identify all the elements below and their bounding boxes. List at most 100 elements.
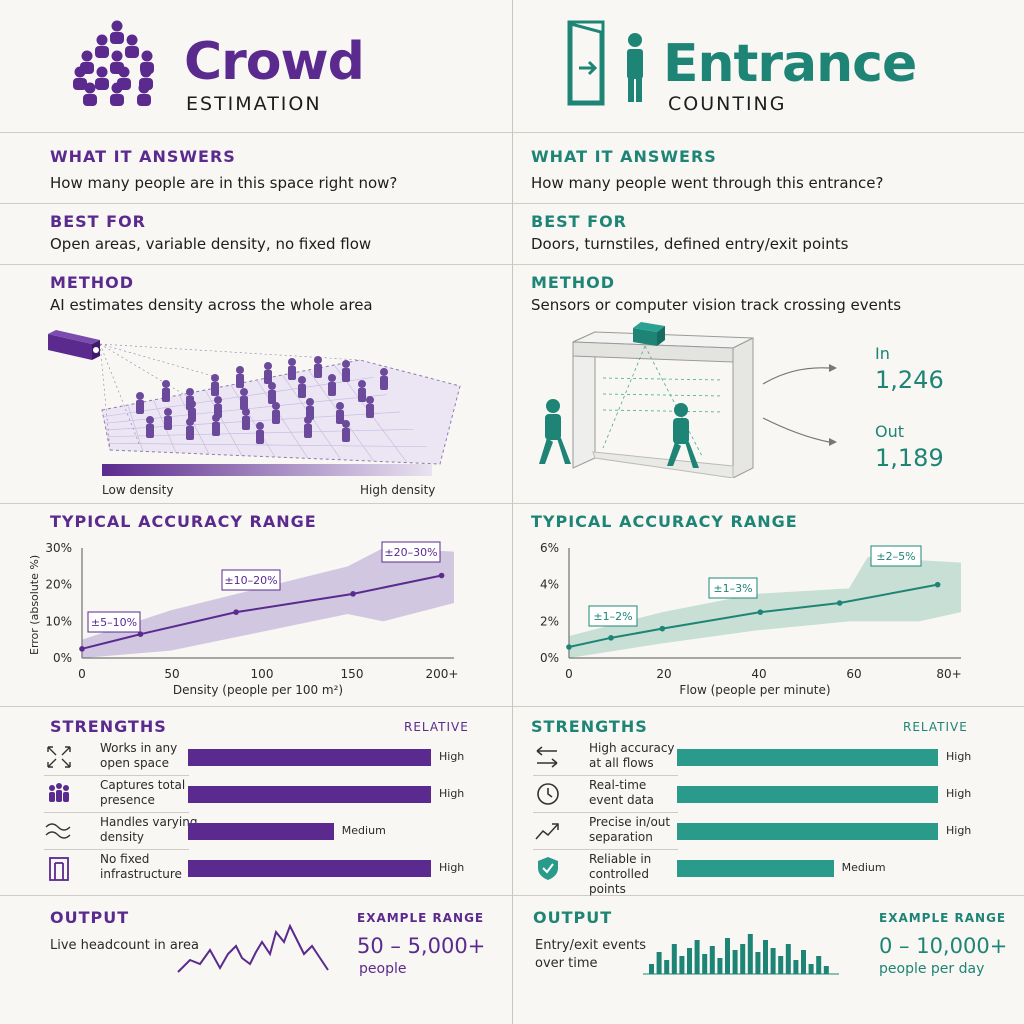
histogram-bar — [671, 944, 677, 974]
crowd-estimation-column: Crowd ESTIMATION WHAT IT ANSWERS How man… — [0, 20, 512, 977]
strength-bar — [188, 786, 431, 803]
x-tick-label: 50 — [164, 667, 179, 681]
strength-row: High accuracy at all flows High — [533, 739, 973, 776]
crowd-subtitle: ESTIMATION — [186, 93, 322, 115]
output-label: OUTPUT — [533, 908, 613, 927]
strength-row: Real-time event data High — [533, 776, 973, 813]
people-group-icon — [44, 780, 92, 808]
strength-label-line1: Handles varying — [100, 815, 198, 829]
y-tick-label: 30% — [45, 541, 72, 555]
entry-events-histogram — [643, 934, 839, 975]
accuracy-annotation: ±2–5% — [876, 550, 915, 563]
strength-bar — [677, 823, 938, 840]
example-range-value: 0 – 10,000+ — [879, 934, 1008, 958]
data-point — [79, 646, 85, 652]
y-tick-label: 2% — [540, 614, 559, 628]
method-text: AI estimates density across the whole ar… — [50, 296, 373, 314]
strength-label: Captures total presence — [100, 778, 200, 808]
strength-bar — [188, 860, 431, 877]
accuracy-annotation: ±5–10% — [91, 616, 137, 629]
method-label: METHOD — [531, 273, 616, 292]
data-point — [438, 572, 445, 579]
accuracy-annotation-box — [870, 545, 922, 567]
strength-bar — [677, 749, 938, 766]
strength-row: Precise in/out separation High — [533, 813, 973, 850]
strength-label: Reliable in controlled points — [589, 852, 689, 897]
strength-level: High — [946, 824, 972, 837]
data-point — [350, 591, 356, 597]
histogram-bar — [649, 964, 654, 974]
crowd-title: Crowd — [184, 32, 365, 92]
method-text: Sensors or computer vision track crossin… — [531, 296, 902, 314]
histogram-bar — [755, 952, 761, 974]
strength-label-line2: infrastructure — [100, 867, 182, 881]
accuracy-annotation-box — [708, 577, 758, 599]
output-text: Live headcount in area — [50, 938, 199, 953]
strength-label: Precise in/out separation — [589, 815, 689, 845]
strength-label-line2: event data — [589, 793, 655, 807]
histogram-bar — [770, 948, 776, 974]
histogram-bar — [785, 944, 791, 974]
histogram-bar — [664, 960, 670, 974]
x-tick-label: 60 — [846, 667, 861, 681]
example-range-unit: people — [359, 961, 407, 977]
y-tick-label: 4% — [540, 578, 559, 592]
y-tick-label: 6% — [540, 541, 559, 555]
strengths-label: STRENGTHS — [50, 717, 167, 736]
what-it-answers-label: WHAT IT ANSWERS — [50, 147, 236, 166]
out-label: Out — [875, 422, 905, 441]
data-point — [934, 581, 941, 588]
example-range-value: 50 – 5,000+ — [357, 934, 486, 958]
what-it-answers-text: How many people are in this space right … — [50, 174, 398, 192]
best-for-label: BEST FOR — [50, 212, 146, 231]
histogram-bar — [709, 946, 715, 974]
histogram-bar — [801, 950, 806, 974]
histogram-bar — [778, 956, 784, 974]
entrance-accuracy-chart: 0% 2% 4% 6% 0 20 40 60 80+ Flow (people per minut… — [540, 541, 962, 697]
best-for-label: BEST FOR — [531, 212, 627, 231]
sensor-gate-illustration — [539, 322, 837, 478]
in-value: 1,246 — [875, 366, 944, 394]
strength-row: Handles varying density Medium — [44, 813, 484, 850]
strength-row: Reliable in controlled points Medium — [533, 850, 973, 896]
x-tick-label: 150 — [341, 667, 364, 681]
example-range-label: EXAMPLE RANGE — [879, 911, 1007, 925]
data-point — [566, 644, 572, 650]
strength-bar — [677, 860, 834, 877]
strength-label: Works in any open space — [100, 741, 200, 771]
x-axis-label: Flow (people per minute) — [679, 683, 830, 697]
strength-bar — [677, 786, 938, 803]
histogram-bar — [808, 964, 814, 974]
strength-level: High — [439, 861, 465, 874]
strength-label-line2: open space — [100, 756, 169, 770]
histogram-bar — [747, 934, 753, 974]
x-tick-label: 40 — [751, 667, 766, 681]
strength-label-line1: Works in any — [100, 741, 178, 755]
door-frame-icon — [44, 854, 92, 882]
x-tick-label: 0 — [565, 667, 573, 681]
y-tick-label: 0% — [53, 651, 72, 665]
expand-arrows-icon — [44, 743, 92, 771]
strength-bar — [188, 823, 334, 840]
histogram-bar — [725, 938, 730, 974]
accuracy-label: TYPICAL ACCURACY RANGE — [50, 512, 317, 531]
histogram-bar — [740, 944, 746, 974]
strength-label: No fixed infrastructure — [100, 852, 200, 882]
y-axis-label: Error (absolute %) — [28, 555, 41, 655]
strength-label-line2: separation — [589, 830, 653, 844]
camera-icon — [48, 330, 100, 360]
entrance-title: Entrance — [663, 34, 917, 94]
accuracy-annotation: ±20–30% — [384, 546, 437, 559]
x-tick-label: 80+ — [936, 667, 961, 681]
density-illustration — [48, 330, 461, 465]
x-tick-label: 100 — [251, 667, 274, 681]
density-gradient-bar — [102, 464, 432, 476]
what-it-answers-text: How many people went through this entran… — [531, 174, 884, 192]
example-range-label: EXAMPLE RANGE — [357, 911, 485, 925]
strength-label-line1: Precise in/out — [589, 815, 671, 829]
strength-row: Works in any open space High — [44, 739, 484, 776]
output-text-line1: Entry/exit events — [535, 938, 647, 953]
entrance-counting-column: Entrance COUNTING WHAT IT ANSWERS How ma… — [512, 0, 1024, 1024]
strength-label-line1: High accuracy — [589, 741, 675, 755]
y-tick-label: 20% — [45, 578, 72, 592]
